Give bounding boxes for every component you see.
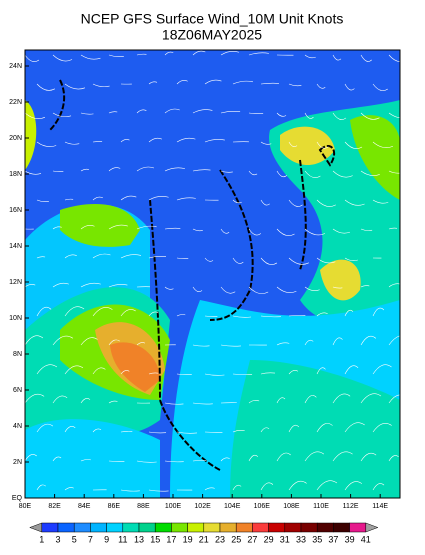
lon-label: 112E — [343, 503, 359, 510]
colorbar-label: 9 — [104, 534, 109, 544]
colorbar-swatch — [350, 523, 366, 532]
map-field — [25, 50, 421, 498]
colorbar-swatch — [188, 523, 204, 532]
colorbar-label: 25 — [231, 534, 241, 544]
streamline — [401, 307, 418, 316]
colorbar-label: 5 — [72, 534, 77, 544]
streamline — [401, 142, 418, 146]
lat-label: 14N — [9, 243, 22, 250]
lon-label: 84E — [78, 503, 91, 510]
streamline — [401, 200, 411, 201]
lon-label: 82E — [48, 503, 61, 510]
colorbar-swatch — [220, 523, 236, 532]
colorbar-label: 1 — [39, 534, 44, 544]
colorbar-swatch — [107, 523, 123, 532]
streamline — [401, 425, 414, 432]
lon-label: 114E — [372, 503, 388, 510]
colorbar-label: 27 — [247, 534, 257, 544]
lat-label: 6N — [13, 387, 22, 394]
colorbar-label: 21 — [199, 534, 209, 544]
lat-label: 4N — [13, 423, 22, 430]
colorbar-swatch — [74, 523, 90, 532]
lat-label: 20N — [9, 135, 22, 142]
colorbar-swatch — [42, 523, 58, 532]
lon-label: 88E — [137, 503, 150, 510]
colorbar-label: 3 — [55, 534, 60, 544]
lat-label: EQ — [12, 495, 23, 502]
colorbar-label: 31 — [280, 534, 290, 544]
colorbar-end — [366, 523, 378, 532]
lat-label: 10N — [9, 315, 22, 322]
colorbar-swatch — [90, 523, 106, 532]
colorbar-swatch — [301, 523, 317, 532]
lon-label: 80E — [19, 503, 32, 510]
lat-label: 24N — [9, 63, 22, 70]
colorbar-swatch — [333, 523, 349, 532]
colorbar-label: 15 — [150, 534, 160, 544]
colorbar-swatch — [252, 523, 268, 532]
lat-label: 2N — [13, 459, 22, 466]
colorbar-swatch — [236, 523, 252, 532]
lon-label: 100E — [165, 503, 182, 510]
colorbar-label: 29 — [264, 534, 274, 544]
colorbar-swatch — [155, 523, 171, 532]
lat-label: 18N — [9, 171, 22, 178]
colorbar-swatch — [58, 523, 74, 532]
colorbar-label: 7 — [88, 534, 93, 544]
colorbar-label: 41 — [361, 534, 371, 544]
streamline — [401, 365, 421, 374]
colorbar-label: 37 — [328, 534, 338, 544]
lon-label: 104E — [224, 503, 241, 510]
colorbar-label: 35 — [312, 534, 322, 544]
colorbar-end — [30, 523, 42, 532]
streamline — [401, 84, 420, 90]
colorbar-swatch — [317, 523, 333, 532]
lon-label: 102E — [194, 503, 211, 510]
streamline — [401, 486, 409, 490]
streamline — [401, 256, 410, 258]
subtitle: 18Z06MAY2025 — [162, 27, 262, 43]
colorbar-swatch — [269, 523, 285, 532]
colorbar-label: 13 — [134, 534, 144, 544]
title: NCEP GFS Surface Wind_10M Unit Knots — [81, 11, 344, 27]
lat-label: 8N — [13, 351, 22, 358]
colorbar-label: 23 — [215, 534, 225, 544]
colorbar-label: 11 — [118, 534, 127, 544]
lon-label: 108E — [283, 503, 300, 510]
colorbar-swatch — [204, 523, 220, 532]
lat-label: 12N — [9, 279, 22, 286]
lon-label: 106E — [254, 503, 271, 510]
colorbar-label: 39 — [345, 534, 355, 544]
colorbar-label: 19 — [183, 534, 193, 544]
colorbar-label: 17 — [166, 534, 176, 544]
colorbar-swatch — [139, 523, 155, 532]
lat-label: 22N — [9, 99, 22, 106]
colorbar-swatch — [171, 523, 187, 532]
colorbar-swatch — [285, 523, 301, 532]
lon-label: 110E — [313, 503, 329, 510]
lat-label: 16N — [9, 207, 22, 214]
lon-label: 86E — [108, 503, 121, 510]
colorbar-swatch — [123, 523, 139, 532]
colorbar-label: 33 — [296, 534, 306, 544]
